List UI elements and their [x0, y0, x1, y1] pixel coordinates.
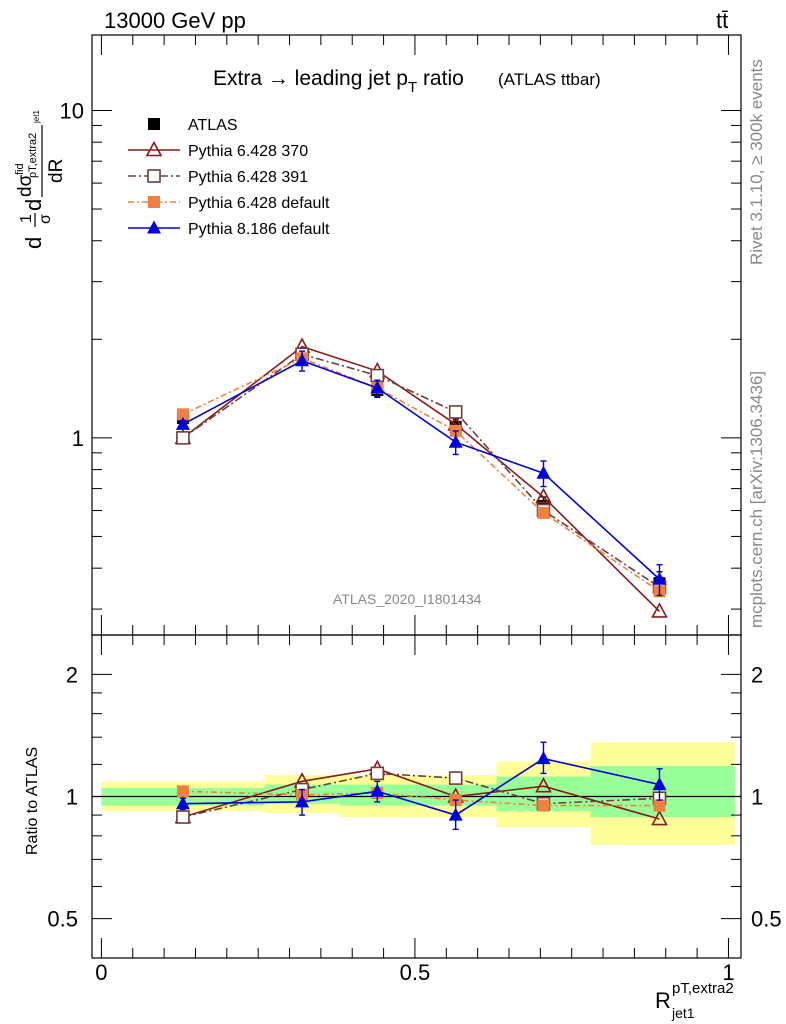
ratio-data-point — [295, 794, 310, 808]
ratio-series-line — [182, 790, 660, 807]
main-series-pythia-8-186-default — [175, 350, 667, 597]
ratio-series-pythia-8-186-default — [175, 741, 667, 831]
ratio-axis-ticks: 0.5 0.5 1 1 2 2 0 0.5 1 — [47, 635, 782, 985]
legend-marker — [145, 140, 163, 157]
x-tick-label: 1 — [722, 960, 734, 985]
main-data-point — [448, 405, 463, 419]
main-series-pythia-6-428-370 — [174, 337, 668, 618]
legend-item: Pythia 6.428 default — [128, 195, 330, 212]
x-label-sub: jet1 — [671, 1005, 695, 1021]
ratio-y-tick-label-right: 0.5 — [751, 907, 782, 932]
ratio-series-line — [182, 757, 660, 816]
legend-label: Pythia 6.428 370 — [188, 143, 308, 160]
y-label-1: 1 — [18, 214, 35, 223]
main-panel: 1 10 Extra → leading jet pT ratio (ATLAS … — [14, 34, 742, 636]
main-data-point — [537, 506, 550, 519]
ratio-data-point — [651, 809, 668, 826]
ratio-data-point — [535, 777, 552, 793]
legend-label: Pythia 6.428 default — [188, 195, 330, 212]
process-label: tt̄ — [716, 8, 728, 33]
ratio-y-tick-label-right: 2 — [751, 662, 763, 687]
ratio-y-tick-label: 0.5 — [47, 907, 78, 932]
ratio-data-point — [370, 783, 385, 797]
mcplots-label: mcplots.cern.ch [arXiv:1306.3436] — [747, 371, 766, 628]
main-series-line — [182, 357, 660, 592]
ratio-y-tick-label: 1 — [66, 785, 78, 810]
legend-marker — [148, 196, 160, 208]
y-label-dR: dR — [46, 159, 67, 183]
main-data-point — [295, 353, 310, 367]
legend-item: Pythia 8.186 default — [128, 220, 330, 238]
main-data-point — [176, 408, 189, 421]
ratio-y-label: Ratio to ATLAS — [24, 747, 41, 855]
x-tick-label: 0.5 — [400, 960, 431, 985]
chart-title-sub: T — [408, 79, 417, 96]
ratio-y-tick-label: 2 — [66, 662, 78, 687]
watermark: ATLAS_2020_I1801434 — [333, 591, 482, 607]
chart-title-after: ratio — [417, 67, 464, 90]
x-tick-label: 0 — [95, 960, 107, 985]
y-label-jet1: jet1 — [32, 110, 41, 124]
main-axis-ticks: 1 10 — [60, 35, 741, 635]
main-series-atlas — [176, 347, 666, 597]
main-y-tick-label: 10 — [60, 98, 84, 123]
y-label-d: d — [21, 237, 46, 249]
ratio-panel: 0.5 0.5 1 1 2 2 0 0.5 1 Ratio to ATLAS R pT,extr… — [24, 634, 782, 1021]
ratio-data-point — [653, 799, 666, 812]
x-label-R: R — [655, 988, 671, 1013]
main-series — [174, 337, 668, 618]
legend-item: ATLAS — [148, 117, 238, 134]
main-y-label: 1 σ d d dσ fid pT,extra2 dR jet1 — [14, 110, 67, 249]
main-data-point — [175, 416, 190, 430]
legend-label: ATLAS — [188, 117, 238, 134]
y-label-fid: fid — [14, 163, 26, 175]
y-label-d2: d — [21, 199, 46, 211]
ratio-y-tick-label-right: 1 — [751, 785, 763, 810]
legend-marker — [148, 118, 160, 130]
ratio-data-point — [448, 807, 463, 821]
main-series-line — [182, 345, 661, 613]
main-data-point — [176, 431, 190, 445]
ratio-data-point — [370, 766, 385, 781]
chart-title: Extra → leading jet pT ratio — [213, 67, 464, 96]
main-data-point — [448, 434, 463, 448]
ratio-data-point — [536, 751, 551, 765]
main-series-pythia-6-428-391 — [176, 347, 667, 594]
ratio-series — [174, 741, 668, 831]
main-data-point — [651, 602, 668, 618]
legend-item: Pythia 6.428 391 — [128, 169, 308, 186]
chart-title-extra: (ATLAS ttbar) — [498, 70, 601, 89]
ratio-data-point — [537, 799, 550, 812]
legend-label: Pythia 8.186 default — [188, 221, 330, 238]
ratio-data-point — [176, 785, 189, 798]
main-data-point — [370, 380, 385, 394]
legend: ATLAS Pythia 6.428 370 Pythia 6.428 391 Pyt… — [128, 117, 330, 238]
energy-label: 13000 GeV pp — [104, 8, 246, 33]
chart-title-main: Extra → leading jet p — [213, 67, 408, 90]
x-axis-label: R pT,extra2 jet1 — [655, 980, 734, 1021]
rivet-label: Rivet 3.1.10, ≥ 300k events — [747, 59, 766, 265]
x-label-sup: pT,extra2 — [672, 980, 734, 997]
legend-label: Pythia 6.428 391 — [188, 169, 308, 186]
main-data-point — [535, 487, 552, 504]
main-series-line — [182, 353, 660, 588]
ratio-frame — [91, 634, 742, 959]
legend-marker — [147, 220, 161, 234]
ratio-data-point — [176, 810, 190, 824]
main-y-tick-label: 1 — [72, 426, 84, 451]
y-label-sigma: σ — [37, 214, 54, 224]
ratio-data-point — [175, 796, 190, 810]
legend-marker — [147, 169, 161, 183]
ratio-series-line — [182, 768, 660, 820]
y-label-dsigma: dσ — [15, 174, 36, 197]
main-data-point — [536, 465, 551, 479]
ratio-data-point — [652, 777, 667, 791]
y-label-pt: pT,extra2 — [27, 133, 39, 178]
ratio-bands — [92, 742, 741, 845]
main-data-point — [652, 571, 667, 585]
legend-item: Pythia 6.428 370 — [128, 140, 308, 160]
main-series-line — [182, 359, 661, 580]
ratio-data-point — [448, 771, 463, 785]
